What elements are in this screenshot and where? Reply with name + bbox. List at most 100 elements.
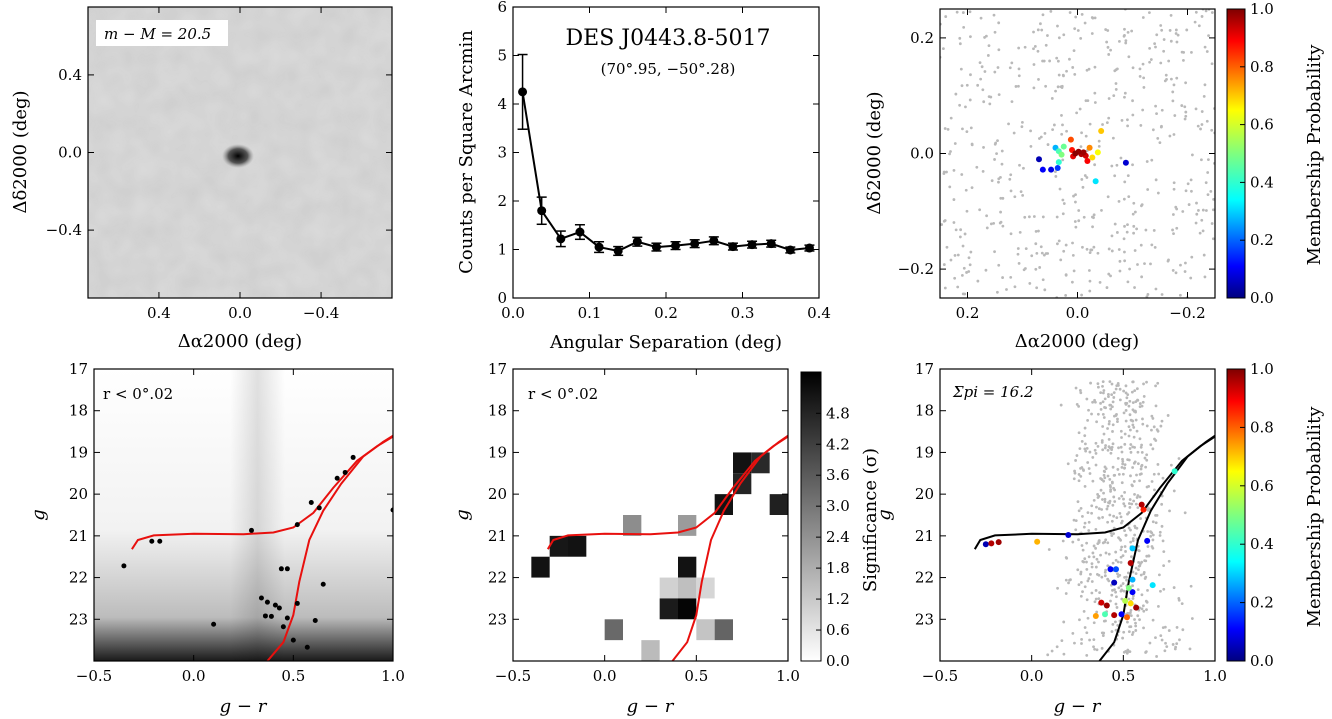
field-star: [968, 10, 972, 14]
field-star: [1087, 467, 1091, 470]
field-star: [1101, 516, 1104, 519]
field-star: [1112, 473, 1116, 477]
profile-point: [575, 227, 585, 237]
cmd-star: [294, 600, 300, 606]
x-tick-label: 0.3: [731, 304, 755, 322]
field-star: [1180, 104, 1184, 107]
field-star: [1187, 203, 1191, 206]
field-star: [1095, 505, 1098, 509]
field-star: [1194, 221, 1198, 225]
field-star: [942, 47, 945, 50]
field-star: [969, 250, 973, 254]
field-star: [1147, 485, 1151, 488]
field-star: [1114, 387, 1118, 391]
field-star: [1120, 118, 1124, 122]
field-star: [1120, 519, 1124, 523]
field-star: [1126, 650, 1130, 653]
field-star: [963, 292, 967, 296]
field-star: [1126, 620, 1129, 624]
y-tick-label: −0.2: [898, 260, 934, 278]
cmd-star: [248, 527, 254, 533]
field-star: [1097, 145, 1101, 148]
field-star: [1113, 69, 1117, 73]
field-star: [1131, 99, 1134, 103]
field-star: [1034, 242, 1038, 246]
field-star: [968, 263, 972, 267]
field-star: [965, 130, 969, 133]
field-star: [1108, 513, 1112, 517]
field-star: [1169, 463, 1173, 467]
field-star: [1044, 252, 1048, 255]
field-star: [1171, 643, 1175, 646]
field-star: [1153, 437, 1156, 441]
field-star: [1101, 123, 1104, 126]
field-star: [1134, 502, 1138, 506]
field-star: [1096, 412, 1100, 416]
field-star: [988, 102, 992, 106]
field-star: [1197, 24, 1201, 28]
field-star: [1109, 274, 1112, 278]
field-star: [1189, 584, 1193, 588]
cmd-star: [390, 507, 393, 513]
field-star: [1082, 560, 1086, 564]
y-tick-label: 18: [69, 402, 88, 420]
field-star: [1127, 404, 1131, 408]
field-star: [1145, 453, 1149, 457]
field-star: [1102, 391, 1105, 395]
field-star: [1160, 419, 1164, 423]
field-star: [1132, 480, 1136, 483]
field-star: [1110, 593, 1114, 597]
field-star: [1114, 558, 1118, 562]
field-star: [1083, 21, 1087, 25]
field-star: [1094, 589, 1098, 592]
cmd-star: [334, 475, 340, 481]
distance-modulus-label: m − M = 20.5: [104, 25, 211, 43]
cmd-members-ylabel: g: [874, 509, 895, 521]
field-star: [1172, 133, 1176, 136]
field-star: [1141, 422, 1145, 426]
y-tick-label: 22: [915, 569, 934, 587]
density-map-panel: m − M = 20.5 0.4 0.0 −0.4 0.4 0.0 −0.4 Δα2000…: [10, 6, 393, 352]
field-star: [1043, 288, 1047, 292]
cmd-star: [304, 644, 310, 650]
field-star: [1074, 519, 1078, 522]
field-star: [1100, 631, 1104, 635]
field-star: [1113, 222, 1117, 226]
field-star: [1147, 554, 1151, 558]
cmd-star: [284, 566, 290, 572]
field-star: [1157, 604, 1160, 608]
field-star: [1032, 30, 1035, 34]
profile-ylabel: Counts per Square Arcmin: [456, 30, 477, 274]
field-star: [1107, 552, 1111, 556]
field-star: [1210, 222, 1214, 225]
y-tick-label: 21: [488, 527, 507, 545]
field-star: [1017, 262, 1021, 265]
field-star: [976, 279, 980, 283]
cmd-star: [350, 454, 356, 460]
field-star: [1119, 560, 1123, 564]
field-star: [1093, 65, 1097, 69]
y-tick-label: 21: [69, 527, 88, 545]
field-star: [1086, 616, 1090, 620]
x-tick-label: 0.0: [501, 304, 525, 322]
member-star: [1124, 614, 1130, 621]
field-star: [1023, 215, 1027, 219]
field-star: [1101, 384, 1104, 388]
field-star: [1085, 541, 1089, 545]
field-star: [967, 270, 971, 273]
field-star: [1073, 641, 1076, 645]
field-star: [956, 253, 960, 257]
field-star: [1131, 539, 1135, 543]
field-star: [1072, 477, 1076, 481]
field-star: [1144, 465, 1148, 469]
field-star: [1132, 499, 1136, 503]
field-star: [1106, 29, 1110, 32]
field-star: [1123, 463, 1127, 467]
profile-point: [728, 242, 738, 252]
field-star: [1114, 88, 1118, 91]
field-star: [1123, 91, 1127, 95]
field-star: [1072, 518, 1076, 522]
field-star: [1143, 456, 1147, 460]
field-star: [1079, 572, 1083, 576]
